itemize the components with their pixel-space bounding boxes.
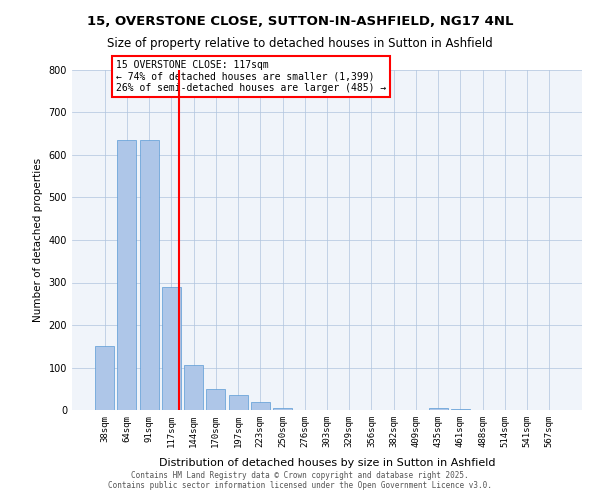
Bar xyxy=(95,346,114,410)
Text: Size of property relative to detached houses in Sutton in Ashfield: Size of property relative to detached ho… xyxy=(107,38,493,51)
Bar xyxy=(451,409,470,410)
Bar xyxy=(229,395,248,410)
Bar xyxy=(184,366,203,410)
Bar xyxy=(429,408,448,410)
X-axis label: Distribution of detached houses by size in Sutton in Ashfield: Distribution of detached houses by size … xyxy=(159,458,495,468)
Text: 15, OVERSTONE CLOSE, SUTTON-IN-ASHFIELD, NG17 4NL: 15, OVERSTONE CLOSE, SUTTON-IN-ASHFIELD,… xyxy=(87,15,513,28)
Bar xyxy=(206,389,225,410)
Bar xyxy=(273,408,292,410)
Bar xyxy=(162,286,181,410)
Bar xyxy=(118,140,136,410)
Text: Contains HM Land Registry data © Crown copyright and database right 2025.
Contai: Contains HM Land Registry data © Crown c… xyxy=(108,470,492,490)
Y-axis label: Number of detached properties: Number of detached properties xyxy=(33,158,43,322)
Bar xyxy=(251,402,270,410)
Text: 15 OVERSTONE CLOSE: 117sqm
← 74% of detached houses are smaller (1,399)
26% of s: 15 OVERSTONE CLOSE: 117sqm ← 74% of deta… xyxy=(116,60,386,93)
Bar xyxy=(140,140,158,410)
